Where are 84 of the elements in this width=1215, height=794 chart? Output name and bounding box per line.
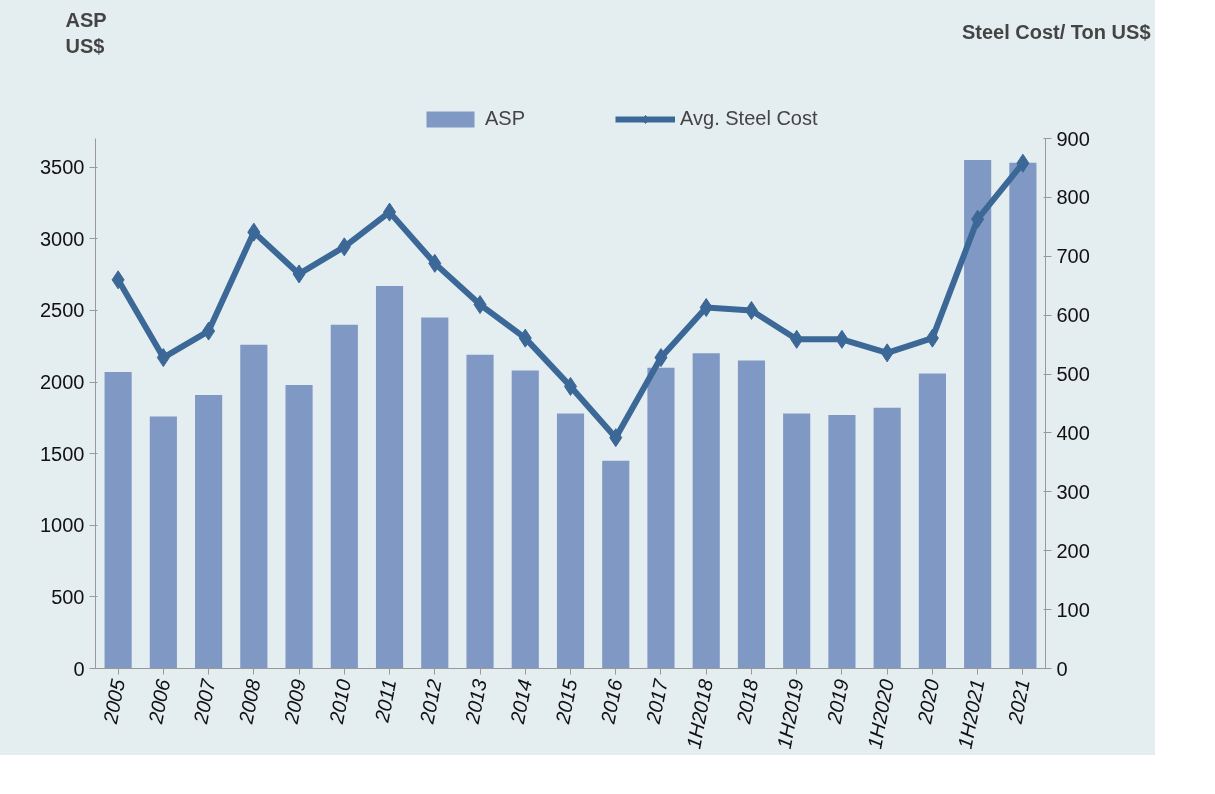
x-tick-label: 2012 [415,677,446,727]
point [790,329,804,349]
bar [511,370,539,669]
point [247,222,261,242]
point [835,329,849,349]
y2-tick-label: 200 [1056,539,1090,562]
y-tick-label: 2000 [40,371,85,394]
x-tick-label: 2011 [370,677,401,725]
bar [556,413,585,669]
x-tick-label: 1H2020 [863,677,898,751]
x-tick-label: 2010 [324,677,356,727]
point [202,321,216,341]
bar [330,324,358,669]
point [111,270,125,290]
x-tick-label: 2015 [551,676,582,727]
legend-label: ASP [485,107,526,130]
point [1016,153,1030,173]
x-tick-label: 2008 [234,677,265,727]
y2-tick-label: 100 [1056,598,1090,621]
x-tick-label: 1H2019 [772,677,808,751]
bar [240,344,268,669]
bar [828,414,856,669]
bar [104,371,132,669]
point [428,253,442,273]
y-tick-label: 1500 [40,442,85,465]
bar [149,416,177,669]
point [654,348,668,368]
point [880,343,894,363]
bar [918,373,946,669]
y2-tick-label: 300 [1056,480,1090,503]
x-tick-label: 2016 [596,676,627,727]
point [971,209,985,229]
x-tick-label: 2020 [913,677,944,727]
bar [737,360,766,669]
bar [964,159,992,669]
y-tick-label: 500 [51,585,85,608]
x-tick-label: 2019 [822,677,853,727]
bar [1009,162,1037,669]
legend-label: Avg. Steel Cost [680,107,818,130]
y-axis-title: ASP US$ [65,8,107,57]
x-tick-label: 2005 [98,676,130,727]
x-tick-label: 2006 [144,676,175,727]
bar [692,353,720,669]
bar [285,384,313,669]
y2-tick-label: 0 [1056,657,1068,680]
point [609,428,623,448]
bar [466,354,494,669]
point [156,348,170,368]
y-tick-label: 1000 [40,514,85,537]
point [337,237,351,257]
x-tick-label: 1H2018 [682,677,718,751]
y-tick-label: 3500 [40,156,85,179]
x-tick-label: 1H2021 [953,677,989,751]
bar [873,407,901,669]
point [383,202,397,222]
y2-tick-label: 800 [1056,186,1090,209]
x-tick-label: 2021 [1003,677,1034,727]
point [925,328,939,348]
y2-tick-label: 900 [1056,127,1090,150]
bar [602,460,630,669]
point [292,264,306,284]
point [473,295,487,315]
bar [783,413,811,669]
x-tick-label: 2007 [189,676,220,727]
x-tick-label: 2014 [505,677,537,727]
y2-tick-label: 400 [1056,421,1090,444]
y2-axis-title: Steel Cost/ Ton US$ [961,20,1151,43]
x-tick-label: 2009 [279,677,310,727]
point [699,298,713,318]
x-tick-label: 2017 [641,676,672,727]
y-tick-label: 3000 [40,227,85,250]
y-tick-label: 0 [73,657,85,680]
point [518,328,532,348]
bar [375,286,404,669]
bar [195,394,223,669]
x-tick-label: 2018 [732,677,763,727]
y2-tick-label: 500 [1056,363,1090,386]
bar [647,367,675,669]
y-tick-label: 2500 [40,299,85,322]
bar [421,317,449,669]
point [744,300,758,320]
y2-tick-label: 700 [1056,245,1090,268]
y2-tick-label: 600 [1056,304,1090,327]
x-tick-label: 2013 [460,677,491,727]
